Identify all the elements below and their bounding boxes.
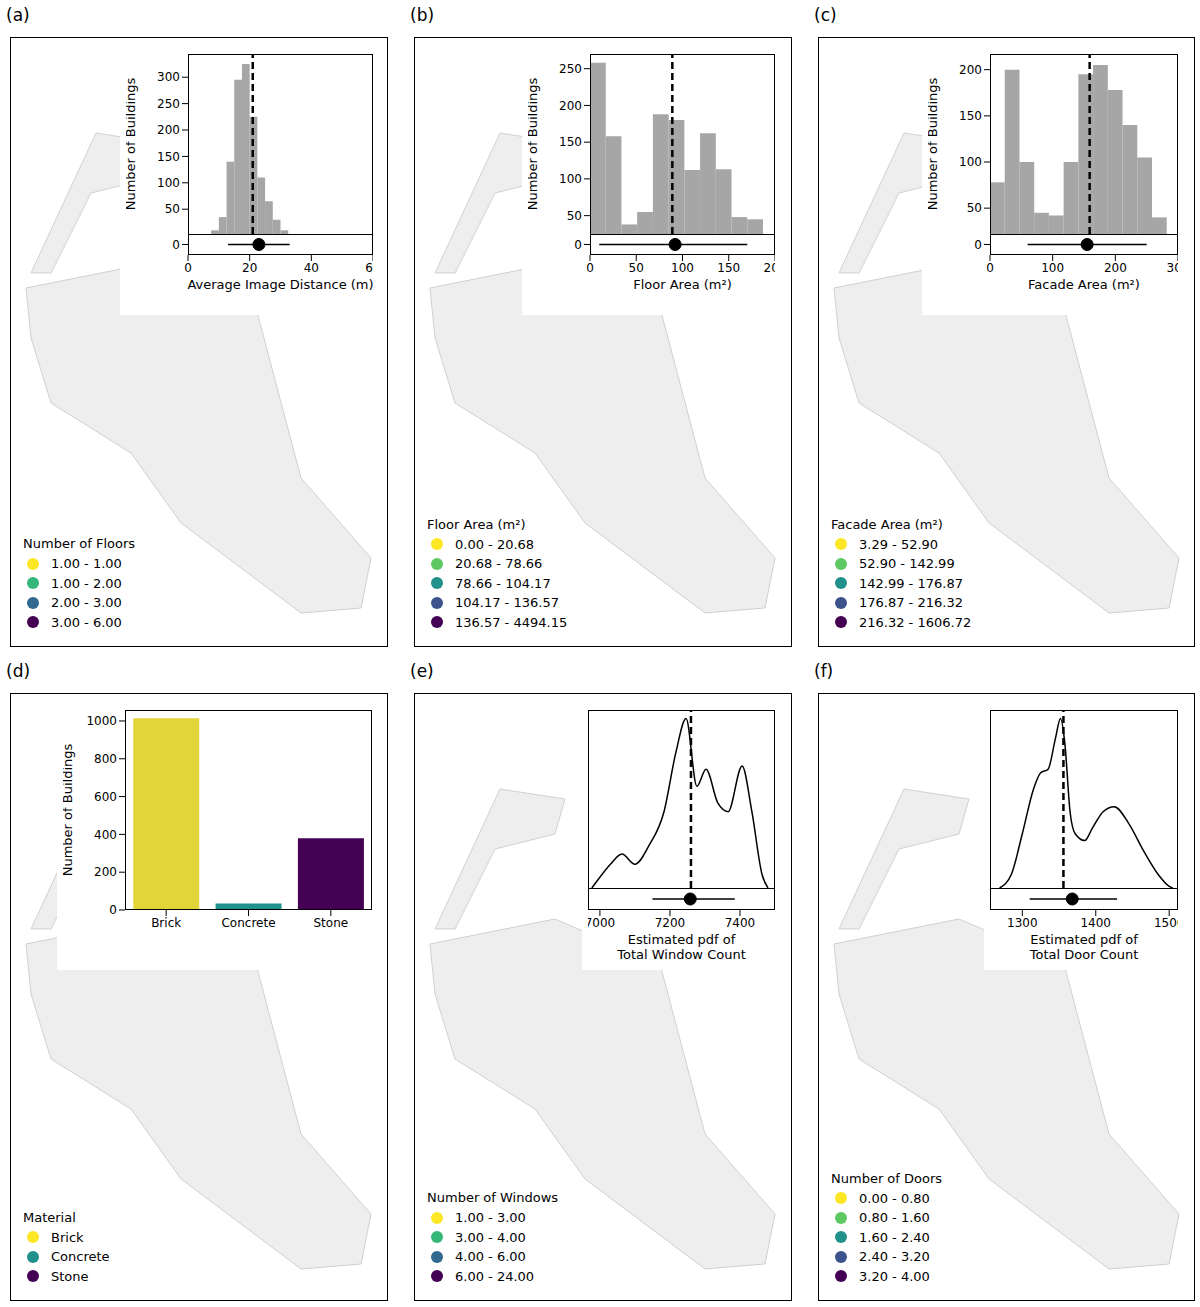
html-text:0.80 - 1.60: 0.80 - 1.60	[859, 1210, 930, 1226]
html-text:1.00 - 3.00: 1.00 - 3.00	[455, 1210, 526, 1226]
html-text:Concrete: Concrete	[51, 1249, 110, 1265]
svg-text:Number of Buildings: Number of Buildings	[528, 78, 540, 211]
html-text:Number of Windows: Number of Windows	[427, 1190, 559, 1205]
svg-text:100: 100	[671, 261, 694, 275]
html-text:142.99 - 176.87: 142.99 - 176.87	[859, 575, 963, 591]
svg-text:150: 150	[959, 109, 982, 123]
html-text:Estimated pdf of: Estimated pdf of	[1030, 932, 1138, 947]
html-text:(e): (e)	[410, 661, 434, 681]
svg-text:300: 300	[1167, 261, 1178, 275]
svg-text:0: 0	[586, 261, 594, 275]
html-text:Average Image Distance (m): Average Image Distance (m)	[187, 277, 374, 292]
svg-text:1300: 1300	[1007, 916, 1038, 930]
svg-text:Number of Buildings: Number of Buildings	[126, 78, 138, 211]
svg-text:Number of Buildings: Number of Buildings	[928, 78, 940, 211]
html-text:1.60 - 2.40: 1.60 - 2.40	[859, 1229, 930, 1245]
svg-text:50: 50	[165, 202, 180, 216]
svg-text:0: 0	[974, 238, 982, 252]
html-text:(d): (d)	[6, 661, 31, 681]
svg-text:200: 200	[764, 261, 775, 275]
html-text:(c): (c)	[814, 5, 837, 25]
html-text:Floor Area (m²): Floor Area (m²)	[633, 277, 732, 292]
html-text:Stone: Stone	[51, 1268, 89, 1284]
html-text:78.66 - 104.17: 78.66 - 104.17	[455, 575, 551, 591]
svg-text:100: 100	[559, 172, 582, 186]
svg-text:150: 150	[157, 150, 180, 164]
html-text:0.00 - 0.80: 0.00 - 0.80	[859, 1190, 930, 1206]
svg-text:0: 0	[172, 238, 180, 252]
svg-text:200: 200	[559, 99, 582, 113]
html-text:136.57 - 4494.15: 136.57 - 4494.15	[455, 614, 568, 630]
svg-text:1000: 1000	[86, 714, 117, 728]
html-text:216.32 - 1606.72: 216.32 - 1606.72	[859, 614, 972, 630]
html-text:(b): (b)	[410, 5, 435, 25]
html-text:2.00 - 3.00: 2.00 - 3.00	[51, 595, 122, 611]
html-text:3.29 - 52.90: 3.29 - 52.90	[859, 536, 939, 552]
svg-text:Stone: Stone	[314, 916, 349, 930]
svg-text:200: 200	[959, 63, 982, 77]
svg-text:0: 0	[986, 261, 994, 275]
svg-text:300: 300	[157, 70, 180, 84]
svg-text:150: 150	[717, 261, 740, 275]
html-text:20.68 - 78.66: 20.68 - 78.66	[455, 556, 543, 572]
svg-text:1500: 1500	[1154, 916, 1178, 930]
svg-text:7000: 7000	[588, 916, 615, 930]
svg-text:100: 100	[1041, 261, 1064, 275]
html-text:(f): (f)	[814, 661, 834, 681]
html-text:3.00 - 4.00: 3.00 - 4.00	[455, 1229, 526, 1245]
svg-text:50: 50	[567, 209, 582, 223]
html-text:104.17 - 136.57: 104.17 - 136.57	[455, 595, 559, 611]
svg-text:200: 200	[1104, 261, 1127, 275]
html-text:Number of Doors: Number of Doors	[831, 1170, 943, 1186]
svg-text:20: 20	[242, 261, 257, 275]
svg-text:100: 100	[157, 176, 180, 190]
html-text:176.87 - 216.32: 176.87 - 216.32	[859, 595, 963, 611]
html-text:6.00 - 24.00: 6.00 - 24.00	[455, 1268, 535, 1284]
html-text:Material: Material	[23, 1209, 76, 1225]
svg-text:7400: 7400	[725, 916, 756, 930]
html-text:2.40 - 3.20: 2.40 - 3.20	[859, 1249, 930, 1265]
svg-text:0: 0	[184, 261, 192, 275]
html-text:Floor Area (m²): Floor Area (m²)	[427, 516, 526, 532]
svg-text:60: 60	[365, 261, 373, 275]
html-text:52.90 - 142.99: 52.90 - 142.99	[859, 556, 955, 572]
svg-text:250: 250	[157, 97, 180, 111]
svg-text:800: 800	[94, 752, 117, 766]
html-text:3.20 - 4.00: 3.20 - 4.00	[859, 1268, 930, 1284]
html-text:Estimated pdf of: Estimated pdf of	[627, 932, 736, 947]
html-text:0.00 - 20.68: 0.00 - 20.68	[455, 536, 535, 552]
html-text:Facade Area (m²): Facade Area (m²)	[831, 516, 943, 532]
svg-text:600: 600	[94, 790, 117, 804]
svg-text:50: 50	[967, 201, 982, 215]
html-text:(a): (a)	[6, 5, 30, 25]
svg-text:100: 100	[959, 155, 982, 169]
html-text:Facade Area (m²): Facade Area (m²)	[1028, 277, 1140, 292]
html-text:1.00 - 2.00: 1.00 - 2.00	[51, 575, 122, 591]
html-text:Number of Floors: Number of Floors	[23, 536, 136, 551]
svg-text:50: 50	[629, 261, 644, 275]
svg-text:0: 0	[574, 238, 582, 252]
svg-text:Concrete: Concrete	[221, 916, 275, 930]
svg-text:200: 200	[157, 123, 180, 137]
svg-text:1400: 1400	[1080, 916, 1111, 930]
html-text:Total Door Count: Total Door Count	[1029, 947, 1139, 962]
html-text:4.00 - 6.00: 4.00 - 6.00	[455, 1249, 526, 1265]
html-text:1.00 - 1.00: 1.00 - 1.00	[51, 556, 122, 572]
html-text:Total Window Count: Total Window Count	[617, 947, 746, 962]
svg-text:150: 150	[559, 135, 582, 149]
svg-text:0: 0	[109, 903, 117, 917]
html-text:3.00 - 6.00: 3.00 - 6.00	[51, 614, 122, 630]
html-text:Brick: Brick	[51, 1229, 84, 1245]
svg-text:250: 250	[559, 62, 582, 76]
svg-text:200: 200	[94, 865, 117, 879]
svg-text:Brick: Brick	[151, 916, 181, 930]
svg-text:40: 40	[304, 261, 319, 275]
svg-text:400: 400	[94, 828, 117, 842]
svg-text:7200: 7200	[655, 916, 686, 930]
svg-text:Number of Buildings: Number of Buildings	[63, 744, 75, 877]
